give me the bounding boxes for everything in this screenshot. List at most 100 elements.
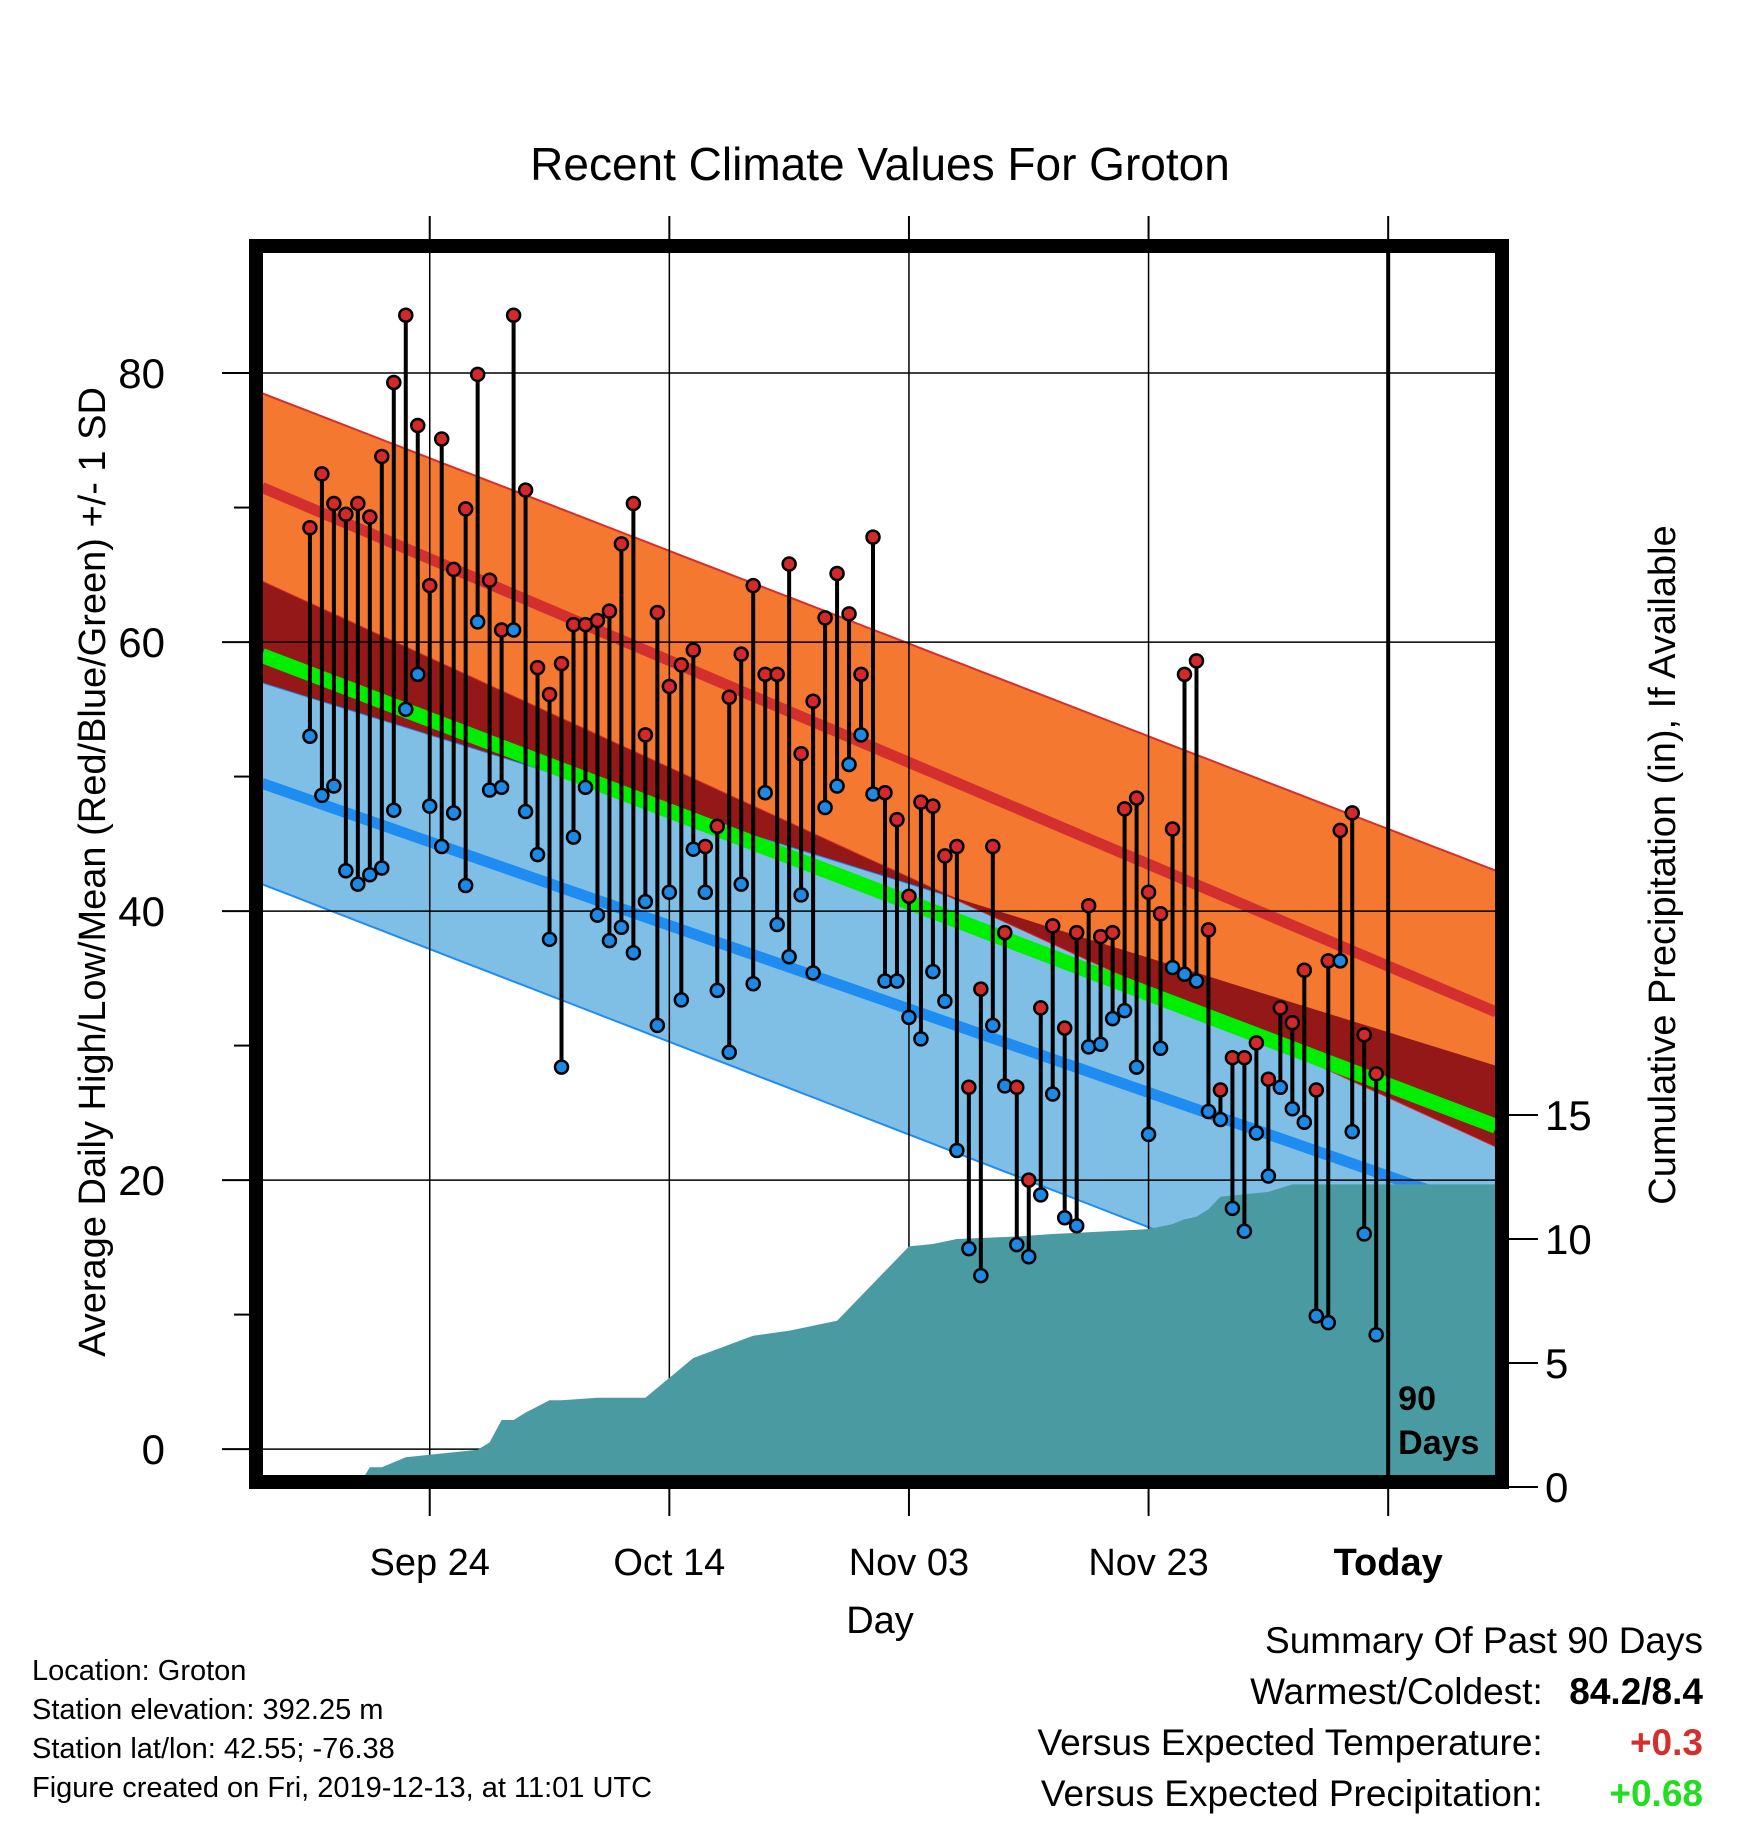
high-point bbox=[302, 519, 318, 536]
high-point bbox=[865, 529, 881, 545]
high-point bbox=[1176, 666, 1193, 683]
high-point bbox=[1116, 801, 1133, 817]
overlap-band bbox=[262, 581, 1496, 1147]
low-point bbox=[1092, 1036, 1109, 1052]
low-point bbox=[853, 727, 869, 743]
high-point bbox=[1272, 1000, 1289, 1016]
high-point bbox=[745, 577, 761, 594]
low-point bbox=[781, 949, 797, 965]
window-label-line: 90 bbox=[1398, 1380, 1436, 1418]
window-label: 90 Days bbox=[1398, 1380, 1479, 1462]
low-point bbox=[673, 992, 690, 1008]
low-point bbox=[445, 805, 462, 821]
y2-axis-label: Cumulative Precipitation (in), If Availa… bbox=[1642, 525, 1684, 1204]
latlon-text: Station lat/lon: 42.55; -76.38 bbox=[32, 1733, 395, 1765]
high-point bbox=[985, 838, 1001, 855]
extremes-value: 84.2/8.4 bbox=[1569, 1671, 1703, 1712]
high-point bbox=[889, 811, 905, 828]
high-point bbox=[733, 646, 749, 662]
low-point bbox=[505, 622, 522, 638]
low-point bbox=[517, 803, 534, 820]
low-point bbox=[1332, 953, 1349, 969]
high-point bbox=[326, 495, 342, 512]
high-point bbox=[314, 466, 330, 482]
low-point bbox=[829, 778, 845, 794]
high-point bbox=[505, 307, 522, 323]
y-tick-label: 80 bbox=[118, 350, 165, 397]
low-point bbox=[433, 838, 450, 855]
low-point bbox=[457, 877, 474, 894]
high-point bbox=[685, 642, 702, 658]
low-point bbox=[565, 829, 582, 845]
low-point bbox=[350, 876, 366, 892]
high-point bbox=[1009, 1079, 1025, 1096]
high-point bbox=[469, 366, 486, 383]
daily-observations bbox=[302, 307, 1384, 1343]
y2-tick-label: 5 bbox=[1545, 1340, 1568, 1387]
high-point bbox=[625, 495, 642, 512]
low-point bbox=[1176, 966, 1193, 983]
precip-label: Versus Expected Precipitation: bbox=[1040, 1773, 1543, 1814]
low-point bbox=[1212, 1111, 1229, 1128]
high-point bbox=[949, 838, 965, 855]
low-point bbox=[577, 779, 594, 796]
cumulative-precip-area bbox=[364, 1184, 1496, 1476]
x-tick-label: Nov 23 bbox=[1088, 1542, 1208, 1584]
y-axis-label: Average Daily High/Low/Mean (Red/Blue/Gr… bbox=[72, 387, 114, 1357]
high-point bbox=[338, 506, 354, 523]
extremes-row: Warmest/Coldest: 84.2/8.4 bbox=[1037, 1666, 1703, 1717]
low-point bbox=[661, 884, 678, 900]
created-text: Figure created on Fri, 2019-12-13, at 11… bbox=[32, 1772, 653, 1804]
low-point bbox=[841, 756, 857, 773]
high-point bbox=[1296, 962, 1313, 979]
high-point bbox=[589, 612, 606, 629]
low-point bbox=[1044, 1086, 1061, 1102]
low-point bbox=[362, 867, 378, 883]
low-point bbox=[409, 666, 426, 683]
x-tick-label: Oct 14 bbox=[613, 1542, 725, 1584]
low-point bbox=[469, 614, 486, 630]
window-label-line: Days bbox=[1398, 1424, 1479, 1462]
elevation-text: Station elevation: 392.25 m bbox=[32, 1694, 384, 1726]
low-point bbox=[1296, 1114, 1313, 1131]
low-point bbox=[1272, 1079, 1289, 1096]
low-point bbox=[1344, 1123, 1360, 1140]
low-point bbox=[601, 932, 618, 949]
x-tick-label: Sep 24 bbox=[370, 1542, 490, 1584]
precipitation-area bbox=[364, 1184, 1496, 1476]
low-point bbox=[637, 893, 654, 910]
high-point bbox=[637, 727, 654, 743]
low-point bbox=[649, 1017, 666, 1034]
low-point bbox=[625, 945, 642, 961]
low-point bbox=[421, 798, 438, 814]
high-point bbox=[1032, 1000, 1049, 1016]
summary-heading: Summary Of Past 90 Days bbox=[1265, 1620, 1703, 1661]
high-point bbox=[1140, 884, 1157, 900]
low-point bbox=[398, 701, 414, 718]
temp-label: Versus Expected Temperature: bbox=[1037, 1722, 1543, 1763]
low-point bbox=[1200, 1103, 1217, 1120]
high-point bbox=[1308, 1082, 1325, 1098]
high-point bbox=[1356, 1027, 1372, 1043]
high-point bbox=[1344, 805, 1360, 821]
high-point bbox=[398, 307, 414, 323]
high-point bbox=[1284, 1014, 1301, 1031]
extremes-label: Warmest/Coldest: bbox=[1250, 1671, 1543, 1712]
high-point bbox=[1236, 1049, 1253, 1066]
high-point bbox=[853, 666, 869, 683]
low-point bbox=[1320, 1314, 1337, 1331]
high-point bbox=[1332, 822, 1349, 839]
high-point bbox=[1164, 821, 1181, 837]
high-point bbox=[973, 981, 989, 997]
low-point bbox=[529, 846, 546, 863]
low-point bbox=[1260, 1168, 1277, 1184]
temp-value: +0.3 bbox=[1629, 1722, 1703, 1763]
low-point bbox=[925, 963, 941, 980]
low-point bbox=[1068, 1218, 1085, 1234]
high-point bbox=[1248, 1035, 1265, 1051]
high-point bbox=[409, 417, 426, 434]
high-point bbox=[961, 1079, 977, 1096]
precip-row: Versus Expected Precipitation: +0.68 bbox=[1037, 1768, 1703, 1819]
low-point bbox=[1104, 1010, 1121, 1027]
